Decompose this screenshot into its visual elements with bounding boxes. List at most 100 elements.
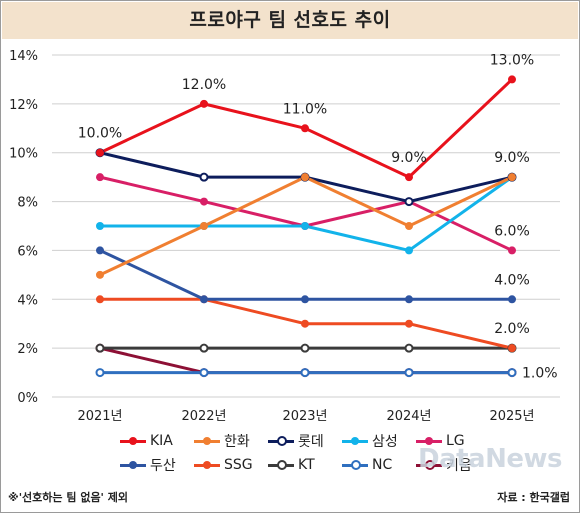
legend-label: 두산	[150, 457, 176, 474]
y-tick-label: 2%	[17, 342, 38, 357]
data-point-LG	[508, 246, 516, 255]
y-tick-label: 6%	[17, 244, 38, 259]
legend-label: 롯데	[298, 433, 324, 450]
legend-swatch	[342, 458, 368, 472]
data-point-두산	[405, 295, 413, 304]
data-point-한화	[96, 270, 104, 279]
data-point-SSG	[96, 295, 104, 304]
legend-item: 롯데	[268, 430, 342, 452]
data-point-KIA	[301, 124, 309, 133]
legend-swatch	[120, 458, 146, 472]
data-point-NC	[507, 368, 517, 378]
legend-swatch	[268, 458, 294, 472]
data-point-두산	[96, 246, 104, 255]
legend-label: 삼성	[372, 433, 398, 450]
watermark-logo: DataNews	[418, 444, 563, 474]
data-point-삼성	[405, 246, 413, 255]
legend-label: SSG	[224, 456, 253, 473]
y-tick-label: 10%	[9, 147, 38, 162]
legend-label: KT	[298, 456, 315, 473]
data-label: 12.0%	[182, 77, 226, 93]
legend-swatch	[120, 434, 146, 448]
legend-item: 삼성	[342, 430, 416, 452]
x-tick-label: 2023년	[282, 409, 327, 424]
data-point-두산	[200, 295, 208, 304]
legend-label: NC	[372, 456, 393, 473]
data-label: 1.0%	[522, 366, 558, 382]
legend-item: SSG	[194, 454, 268, 476]
legend-row: 두산 SSG KT NC 키움	[120, 454, 540, 478]
data-point-한화	[508, 173, 516, 182]
series-line-두산	[99, 249, 512, 301]
data-point-KT	[95, 343, 105, 353]
y-tick-label: 14%	[9, 49, 38, 64]
legend-swatch	[416, 458, 442, 472]
data-point-SSG	[508, 344, 516, 353]
legend-label: KIA	[150, 432, 173, 449]
data-label: 4.0%	[494, 272, 530, 288]
data-point-NC	[404, 368, 414, 378]
legend-item: NC	[342, 454, 416, 476]
data-point-NC	[95, 368, 105, 378]
data-point-삼성	[96, 222, 104, 230]
data-point-KT	[199, 343, 209, 353]
x-tick-label: 2022년	[181, 409, 226, 424]
legend-swatch	[416, 434, 442, 448]
data-point-한화	[200, 222, 208, 230]
line-chart: 0% 2% 4% 6% 8% 10% 12% 14% 2021년 2022년 2023년 2024년 2…	[9, 49, 560, 424]
x-tick-label: 2024년	[386, 409, 431, 424]
legend-item: LG	[416, 430, 490, 452]
y-tick-label: 0%	[17, 391, 38, 406]
data-label: 11.0%	[283, 101, 327, 117]
data-point-삼성	[301, 222, 309, 230]
chart-title: 프로야구 팀 선호도 추이	[189, 9, 391, 31]
legend-swatch	[194, 434, 220, 448]
y-tick-label: 8%	[17, 196, 38, 211]
data-point-SSG	[405, 319, 413, 328]
data-label: 9.0%	[494, 150, 530, 166]
legend-item: KIA	[120, 430, 194, 452]
footnote: ※'선호하는 팀 없음' 제외	[8, 491, 128, 504]
data-label: 6.0%	[494, 223, 530, 239]
data-point-한화	[301, 173, 309, 182]
series-line-삼성	[100, 175, 513, 252]
data-point-LG	[96, 173, 104, 182]
data-label: 10.0%	[78, 126, 122, 142]
series-line-LG	[99, 175, 513, 252]
legend-label: 키움	[446, 457, 472, 474]
data-point-LG	[200, 197, 208, 206]
legend-swatch	[268, 434, 294, 448]
data-label: 2.0%	[494, 321, 530, 337]
data-point-롯데	[199, 172, 209, 182]
data-point-KIA	[508, 75, 516, 84]
y-tick-label: 4%	[17, 293, 38, 308]
legend-swatch	[342, 434, 368, 448]
legend-item: KT	[268, 454, 342, 476]
legend: KIA 한화 롯데 삼성 LG 두산 SSG KT NC 키움	[120, 430, 540, 478]
data-label: 9.0%	[391, 150, 427, 166]
data-point-KT	[300, 343, 310, 353]
data-point-KIA	[96, 148, 104, 157]
y-tick-label: 12%	[9, 98, 38, 113]
legend-item: 두산	[120, 454, 194, 476]
data-point-NC	[300, 368, 310, 378]
x-tick-label: 2021년	[77, 409, 122, 424]
data-point-KIA	[200, 99, 208, 108]
legend-label: 한화	[224, 433, 250, 450]
data-label: 13.0%	[490, 52, 534, 68]
data-point-KIA	[405, 173, 413, 182]
title-bar: 프로야구 팀 선호도 추이	[2, 2, 578, 39]
legend-item: 한화	[194, 430, 268, 452]
legend-row: KIA 한화 롯데 삼성 LG	[120, 430, 540, 454]
x-tick-label: 2025년	[489, 409, 534, 424]
legend-label: LG	[446, 432, 465, 449]
legend-swatch	[194, 458, 220, 472]
data-point-NC	[199, 368, 209, 378]
data-point-KT	[404, 343, 414, 353]
source-note: 자료 : 한국갤럽	[497, 491, 570, 504]
data-point-두산	[508, 295, 516, 304]
data-point-롯데	[404, 197, 414, 207]
data-point-한화	[405, 222, 413, 230]
data-point-SSG	[301, 319, 309, 328]
